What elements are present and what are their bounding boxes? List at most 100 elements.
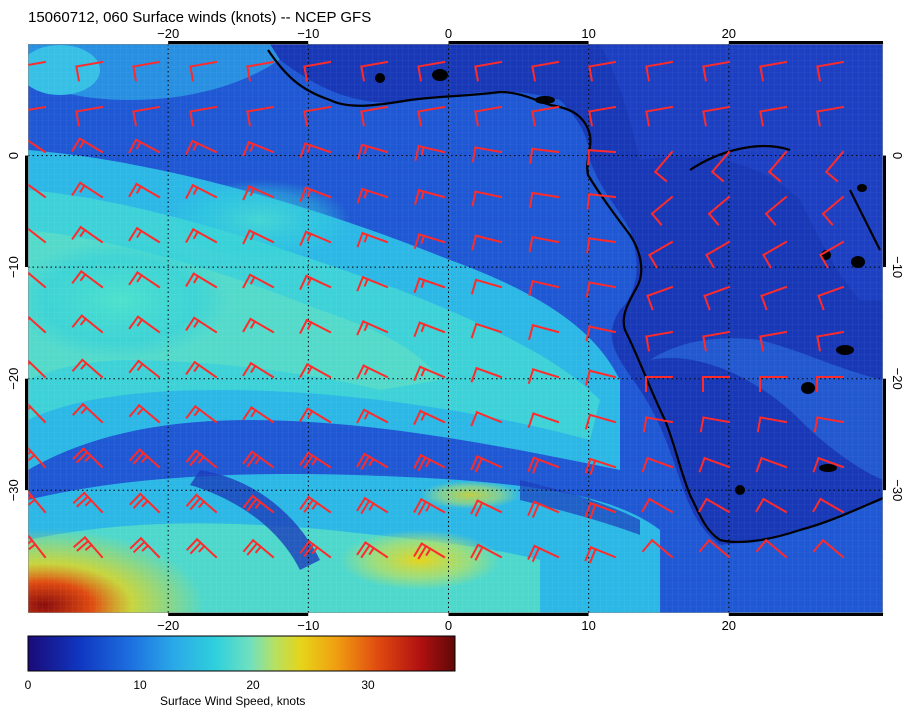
wind-barb <box>812 497 845 514</box>
wind-barb <box>185 316 218 334</box>
wind-barb <box>28 402 47 424</box>
wind-barb <box>356 452 389 470</box>
wind-barb <box>28 446 47 469</box>
wind-barb <box>299 142 332 159</box>
wind-barb <box>356 364 389 380</box>
lon-tick-label-top: 20 <box>722 26 736 41</box>
wind-barb <box>129 492 161 514</box>
wind-barb <box>584 545 617 564</box>
wind-barb <box>356 143 389 160</box>
frame-bar-left <box>25 378 28 491</box>
wind-barb <box>759 376 787 392</box>
wind-barb <box>755 497 788 514</box>
wind-barb <box>703 285 731 311</box>
wind-barb <box>527 500 560 518</box>
wind-barb <box>299 495 332 514</box>
wind-barb <box>584 501 617 520</box>
wind-barb <box>759 105 788 127</box>
wind-barb <box>28 105 47 112</box>
wind-barb <box>28 139 47 154</box>
wind-barb <box>764 195 788 226</box>
wind-barb <box>645 330 674 352</box>
lat-tick-label-left: −10 <box>6 256 21 278</box>
lon-tick-label-bottom: −20 <box>157 618 179 633</box>
wind-barb <box>72 402 104 424</box>
wind-barb <box>28 315 47 334</box>
wind-barb <box>755 456 788 473</box>
wind-barb <box>414 144 446 161</box>
wind-barb <box>413 233 446 250</box>
wind-barb <box>71 181 104 199</box>
wind-barb <box>474 105 503 127</box>
colorbar-tick-0: 0 <box>24 678 32 692</box>
wind-barb <box>71 137 104 154</box>
wind-barb <box>698 497 731 514</box>
wind-barb <box>529 147 560 164</box>
frame-bar-top <box>168 41 309 44</box>
wind-barb <box>246 60 275 82</box>
wind-barb <box>699 416 731 433</box>
lat-tick-label-right: −10 <box>890 256 905 278</box>
wind-barb <box>75 105 104 127</box>
lon-tick-label-top: −10 <box>297 26 319 41</box>
frame-bar-top <box>28 41 169 44</box>
frame-bar-bottom <box>168 613 309 616</box>
wind-barb <box>645 60 674 82</box>
wind-barb <box>471 146 503 163</box>
frame-bar-bottom <box>28 613 169 616</box>
wind-barb <box>413 277 446 294</box>
wind-barb <box>242 185 275 201</box>
lon-tick-label-bottom: 0 <box>445 618 452 633</box>
wind-barb <box>413 365 446 382</box>
wind-barb <box>470 455 503 473</box>
wind-barb <box>531 60 560 82</box>
lat-tick-label-right: 0 <box>890 152 905 159</box>
frame-bar-bottom <box>588 613 729 616</box>
wind-barb <box>755 538 788 559</box>
wind-barb <box>128 138 161 154</box>
lon-tick-label-bottom: −10 <box>297 618 319 633</box>
axis-tick-labels: −20 −20 −10 −10 0 0 10 10 20 20 0 0 −10 −10 −20 −20 −30 −… <box>6 26 905 633</box>
lat-tick-label-left: 0 <box>6 152 21 159</box>
wind-barb <box>28 535 47 559</box>
lat-tick-label-right: −20 <box>890 368 905 390</box>
wind-barb <box>762 240 788 269</box>
wind-barb <box>698 538 731 559</box>
wind-barb <box>185 183 218 200</box>
wind-barb <box>760 285 788 311</box>
frame-bar-left <box>25 267 28 379</box>
wind-barb <box>299 318 332 335</box>
wind-barb <box>642 416 674 433</box>
wind-barb <box>645 376 673 392</box>
colorbar-tick-10: 10 <box>133 678 147 692</box>
wind-barb <box>128 359 161 379</box>
wind-barb <box>132 60 161 82</box>
wind-barb <box>641 497 674 514</box>
wind-barb <box>242 229 275 245</box>
wind-barb <box>527 412 560 429</box>
wind-barb <box>185 272 218 289</box>
wind-barb <box>824 150 845 183</box>
wind-barb <box>816 105 845 127</box>
wind-barb <box>185 228 218 244</box>
wind-barb <box>356 408 389 424</box>
wind-barb <box>756 416 788 433</box>
wind-barb <box>72 491 104 514</box>
wind-barb <box>759 60 788 82</box>
wind-barb <box>28 359 47 379</box>
wind-barb <box>702 105 731 127</box>
wind-barb <box>646 285 674 311</box>
wind-barb <box>242 273 275 289</box>
wind-barb <box>242 317 275 334</box>
wind-barb <box>185 404 218 424</box>
wind-barb <box>242 538 275 559</box>
wind-barb <box>705 240 731 269</box>
wind-barb <box>413 542 446 560</box>
wind-barb <box>299 363 332 379</box>
wind-barb <box>528 324 560 341</box>
wind-barb <box>299 451 332 469</box>
frame-bar-bottom <box>308 613 449 616</box>
wind-barb <box>816 376 844 392</box>
wind-barb <box>819 240 845 269</box>
